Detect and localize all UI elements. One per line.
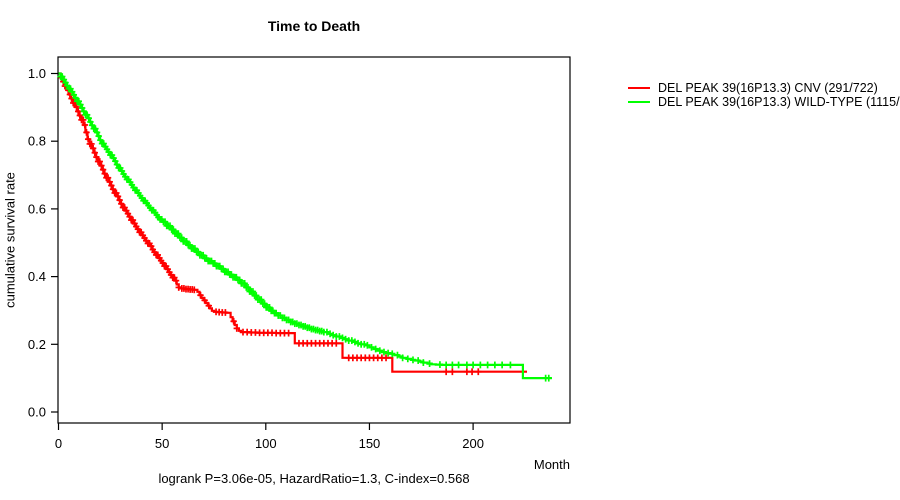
- legend: DEL PEAK 39(16P13.3) CNV (291/722) DEL P…: [628, 81, 900, 109]
- svg-text:100: 100: [255, 436, 277, 451]
- x-axis-label: Month: [533, 457, 570, 472]
- logrank-stats-text: logrank P=3.06e-05, HazardRatio=1.3, C-i…: [158, 471, 470, 486]
- svg-text:0.2: 0.2: [28, 337, 46, 352]
- legend-line-green: [628, 100, 650, 104]
- svg-text:0.4: 0.4: [28, 269, 46, 284]
- svg-text:0.0: 0.0: [28, 405, 46, 420]
- svg-text:50: 50: [155, 436, 169, 451]
- svg-text:200: 200: [462, 436, 484, 451]
- legend-item-wildtype: DEL PEAK 39(16P13.3) WILD-TYPE (1115/3: [628, 95, 900, 109]
- legend-label-wildtype: DEL PEAK 39(16P13.3) WILD-TYPE (1115/3: [658, 95, 900, 109]
- legend-label-cnv: DEL PEAK 39(16P13.3) CNV (291/722): [658, 81, 878, 95]
- svg-text:0.6: 0.6: [28, 201, 46, 216]
- legend-item-cnv: DEL PEAK 39(16P13.3) CNV (291/722): [628, 81, 900, 95]
- svg-text:1.0: 1.0: [28, 66, 46, 81]
- legend-line-red: [628, 86, 650, 90]
- svg-text:150: 150: [359, 436, 381, 451]
- svg-text:0.8: 0.8: [28, 134, 46, 149]
- chart-title: Time to Death: [267, 18, 361, 34]
- svg-text:0: 0: [55, 436, 62, 451]
- y-axis-label: cumulative survival rate: [2, 172, 18, 308]
